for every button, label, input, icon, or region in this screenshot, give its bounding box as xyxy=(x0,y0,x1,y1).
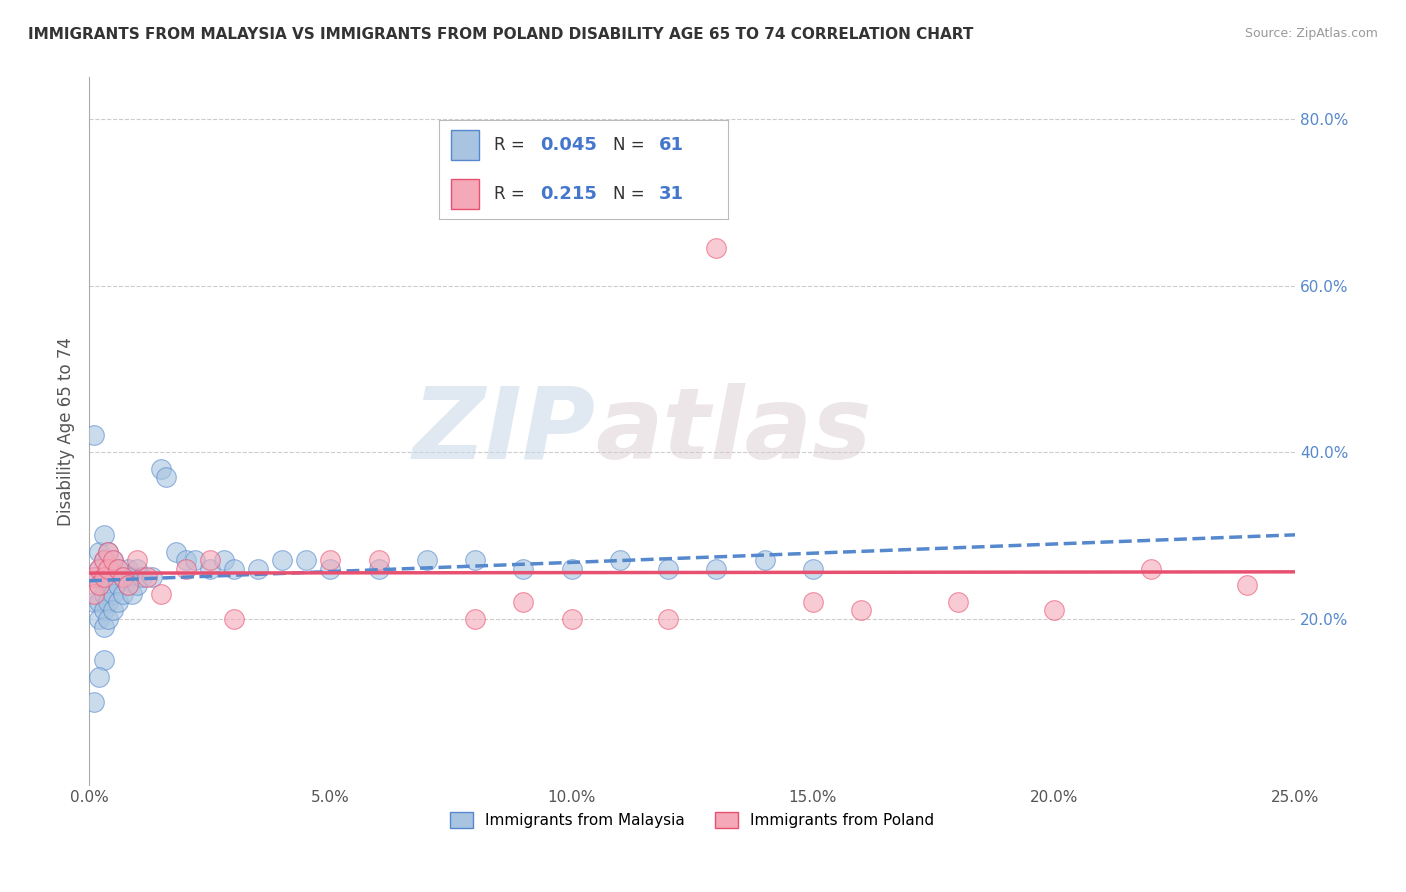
Point xyxy=(1043,603,1066,617)
Point xyxy=(212,553,235,567)
Point xyxy=(165,545,187,559)
Point xyxy=(174,553,197,567)
Point xyxy=(801,595,824,609)
Point xyxy=(184,553,207,567)
Text: ZIP: ZIP xyxy=(413,383,596,480)
Point xyxy=(93,620,115,634)
Point xyxy=(131,570,153,584)
Point xyxy=(103,553,125,567)
Point xyxy=(83,570,105,584)
Text: Source: ZipAtlas.com: Source: ZipAtlas.com xyxy=(1244,27,1378,40)
Point xyxy=(141,570,163,584)
Point xyxy=(512,561,534,575)
Point xyxy=(83,570,105,584)
Point xyxy=(222,561,245,575)
Point xyxy=(246,561,269,575)
Point xyxy=(97,561,120,575)
Point xyxy=(87,611,110,625)
Point xyxy=(127,553,149,567)
Point xyxy=(93,553,115,567)
Point xyxy=(174,561,197,575)
Point xyxy=(93,586,115,600)
Point xyxy=(83,428,105,442)
Point xyxy=(295,553,318,567)
Point xyxy=(97,545,120,559)
Point xyxy=(107,561,129,575)
Point xyxy=(319,561,342,575)
Point xyxy=(93,653,115,667)
Y-axis label: Disability Age 65 to 74: Disability Age 65 to 74 xyxy=(58,337,75,525)
Point xyxy=(367,553,389,567)
Point xyxy=(97,611,120,625)
Point xyxy=(198,553,221,567)
Point xyxy=(127,578,149,592)
Point xyxy=(97,578,120,592)
Text: IMMIGRANTS FROM MALAYSIA VS IMMIGRANTS FROM POLAND DISABILITY AGE 65 TO 74 CORRE: IMMIGRANTS FROM MALAYSIA VS IMMIGRANTS F… xyxy=(28,27,973,42)
Point xyxy=(150,461,173,475)
Point xyxy=(111,586,134,600)
Point xyxy=(1236,578,1258,592)
Point xyxy=(111,570,134,584)
Point xyxy=(706,241,728,255)
Point xyxy=(93,603,115,617)
Point xyxy=(609,553,631,567)
Point xyxy=(464,553,486,567)
Point xyxy=(103,603,125,617)
Point xyxy=(198,561,221,575)
Point xyxy=(117,578,139,592)
Point xyxy=(107,561,129,575)
Point xyxy=(464,611,486,625)
Point xyxy=(754,553,776,567)
Point xyxy=(222,611,245,625)
Point xyxy=(319,553,342,567)
Point xyxy=(107,595,129,609)
Point xyxy=(367,561,389,575)
Point xyxy=(97,545,120,559)
Text: atlas: atlas xyxy=(596,383,872,480)
Point xyxy=(93,553,115,567)
Point xyxy=(111,570,134,584)
Point xyxy=(271,553,294,567)
Point xyxy=(801,561,824,575)
Point xyxy=(561,561,583,575)
Point xyxy=(127,561,149,575)
Point xyxy=(706,561,728,575)
Point xyxy=(416,553,439,567)
Point xyxy=(97,595,120,609)
Point xyxy=(83,695,105,709)
Point xyxy=(657,611,679,625)
Point xyxy=(103,553,125,567)
Legend: Immigrants from Malaysia, Immigrants from Poland: Immigrants from Malaysia, Immigrants fro… xyxy=(444,805,941,834)
Point xyxy=(121,586,143,600)
Point xyxy=(83,595,105,609)
Point xyxy=(87,561,110,575)
Point xyxy=(83,586,105,600)
Point xyxy=(849,603,872,617)
Point xyxy=(87,595,110,609)
Point xyxy=(155,470,177,484)
Point xyxy=(657,561,679,575)
Point xyxy=(93,570,115,584)
Point xyxy=(150,586,173,600)
Point xyxy=(121,570,143,584)
Point xyxy=(87,670,110,684)
Point xyxy=(117,578,139,592)
Point xyxy=(117,561,139,575)
Point xyxy=(1139,561,1161,575)
Point xyxy=(512,595,534,609)
Point xyxy=(87,578,110,592)
Point xyxy=(97,561,120,575)
Point xyxy=(87,561,110,575)
Point xyxy=(93,528,115,542)
Point xyxy=(87,578,110,592)
Point xyxy=(136,570,159,584)
Point xyxy=(103,570,125,584)
Point xyxy=(103,586,125,600)
Point xyxy=(561,611,583,625)
Point xyxy=(107,578,129,592)
Point xyxy=(946,595,969,609)
Point xyxy=(93,570,115,584)
Point xyxy=(87,545,110,559)
